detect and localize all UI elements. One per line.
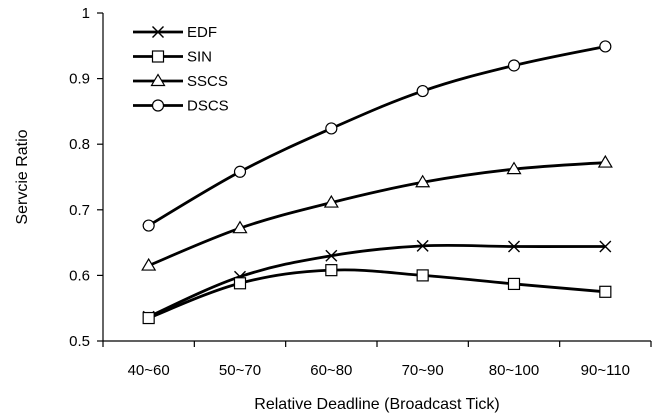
- data-point-dscs: [416, 84, 429, 98]
- legend-marker-edf: [152, 26, 164, 38]
- legend-marker-sin: [151, 50, 165, 63]
- data-point-sin: [142, 311, 155, 325]
- x-marker-stroke: [508, 240, 520, 253]
- data-point-sin: [507, 277, 521, 291]
- legend-label-edf: EDF: [187, 24, 217, 41]
- legend-item-edf: EDF: [133, 24, 217, 41]
- data-point-sscs: [141, 257, 157, 271]
- legend-item-sin: SIN: [133, 49, 212, 66]
- series-line-sscs: [148, 161, 606, 267]
- y-tick-label: 0.6: [69, 267, 90, 284]
- y-tick-label: 1: [82, 5, 90, 22]
- x-marker-stroke: [152, 26, 164, 38]
- y-tick-label: 0.7: [69, 202, 90, 219]
- x-tick-label: 90~110: [581, 362, 630, 379]
- x-tick-label: 80~100: [489, 362, 539, 379]
- data-point-sscs: [232, 220, 248, 234]
- y-tick-label: 0.5: [69, 333, 90, 350]
- series-line-dscs: [147, 45, 606, 227]
- legend: EDF SIN SSCS DSCS: [133, 24, 229, 115]
- y-axis-title: Servcie Ratio: [14, 129, 31, 224]
- series-layer: [141, 40, 613, 325]
- data-point-sin: [416, 269, 429, 282]
- series-dscs: [142, 40, 612, 232]
- series-line-sin: [148, 268, 606, 320]
- data-point-dscs: [233, 165, 247, 178]
- data-point-sin: [233, 277, 247, 290]
- data-point-sscs: [506, 161, 522, 175]
- y-tick-label: 0.8: [69, 136, 90, 153]
- data-point-sin: [599, 285, 612, 298]
- series-line-edf: [148, 243, 606, 319]
- x-marker-stroke: [416, 239, 429, 252]
- data-point-edf: [599, 240, 612, 253]
- legend-item-sscs: SSCS: [133, 73, 228, 90]
- data-point-sin: [325, 264, 338, 277]
- data-point-sscs: [597, 154, 613, 168]
- legend-label-sscs: SSCS: [187, 73, 228, 90]
- data-point-sscs: [415, 174, 431, 188]
- data-point-edf: [325, 249, 338, 262]
- series-edf: [142, 239, 612, 323]
- data-point-edf: [416, 239, 429, 252]
- x-tick-label: 40~60: [128, 362, 170, 379]
- x-tick-label: 50~70: [219, 362, 261, 379]
- series-sscs: [141, 154, 613, 271]
- axes: 0.5 0.6 0.7 0.8 0.9 1 40~60 50~70 60~80 70~90 80~1…: [69, 5, 652, 379]
- legend-marker-dscs: [151, 99, 165, 112]
- x-tick-label: 60~80: [310, 362, 352, 379]
- x-tick-label: 70~90: [402, 362, 444, 379]
- data-point-dscs: [599, 40, 612, 53]
- x-axis-title: Relative Deadline (Broadcast Tick): [254, 396, 499, 413]
- series-sin: [142, 264, 612, 325]
- legend-item-dscs: DSCS: [133, 98, 229, 115]
- data-point-dscs: [507, 59, 521, 72]
- data-point-edf: [508, 240, 520, 253]
- y-tick-label: 0.9: [69, 71, 90, 88]
- x-marker-stroke: [325, 249, 338, 262]
- data-point-dscs: [325, 122, 338, 135]
- data-point-sscs: [323, 194, 339, 208]
- legend-marker-sscs: [150, 73, 166, 87]
- legend-label-dscs: DSCS: [187, 98, 229, 115]
- x-marker-stroke: [599, 240, 612, 253]
- data-point-dscs: [142, 219, 155, 232]
- legend-label-sin: SIN: [187, 49, 212, 66]
